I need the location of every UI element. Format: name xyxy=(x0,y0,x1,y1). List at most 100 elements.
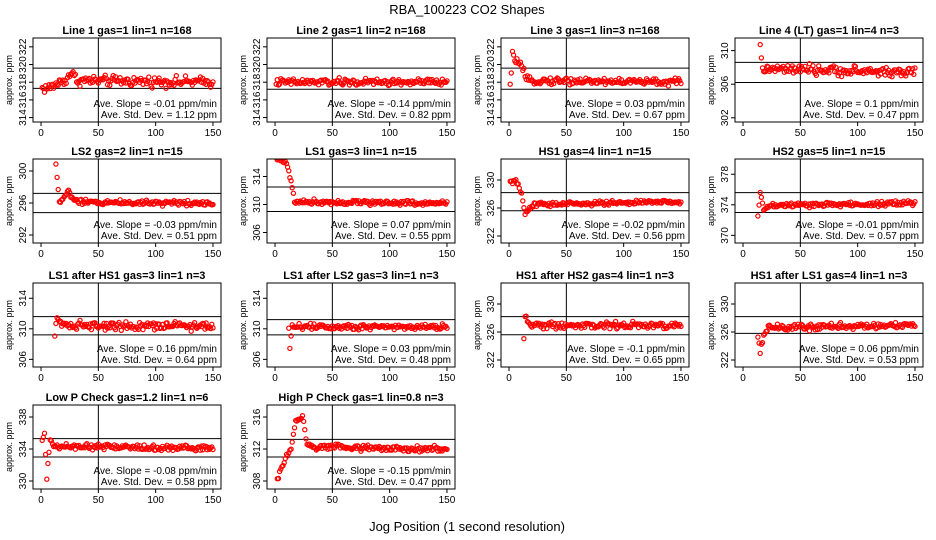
panel-14-points xyxy=(274,413,450,482)
panel-7-y-tick-label: 322 xyxy=(486,227,497,244)
panel-13-point xyxy=(45,460,51,467)
panel-8-point xyxy=(846,202,853,208)
panel-1-point xyxy=(44,86,50,92)
panel-12-point xyxy=(757,350,763,357)
panel-1-title: Line 1 gas=1 lin=1 n=168 xyxy=(62,25,191,37)
panel-12: HS1 after LS1 gas=4 lin=1 n=3 0 50 100 150 32… xyxy=(706,270,924,384)
panel-14-x-tick-label: 0 xyxy=(272,495,278,506)
panel-14-point xyxy=(301,418,307,425)
panel-3-point xyxy=(532,79,539,85)
panel-10-x-tick-label: 150 xyxy=(439,373,456,384)
panel-3-y-tick-label: 322 xyxy=(486,38,497,55)
panel-12-point xyxy=(845,324,852,330)
panel-12-point xyxy=(759,340,766,346)
panel-14: High P Check gas=1 lin=0.8 n=3 0 50 100 150 3… xyxy=(238,392,456,506)
panel-2-point xyxy=(290,76,297,82)
panel-5-y-axis-label: approx. ppm xyxy=(4,176,14,226)
panel-9-point xyxy=(101,320,107,326)
panel-5-x-tick-label: 150 xyxy=(205,249,222,260)
panel-1-points xyxy=(39,68,216,95)
panel-1-point xyxy=(182,73,189,79)
panel-10-x-axis: 0 50 100 150 xyxy=(272,366,456,384)
panel-10-title: LS1 after LS2 gas=3 lin=1 n=3 xyxy=(283,270,439,282)
panel-9-point xyxy=(100,323,106,329)
panel-13: Low P Check gas=1.2 lin=1 n=6 0 50 100 150 33… xyxy=(4,392,222,506)
panel-4-point xyxy=(758,55,765,61)
panel-2-y-axis-label: approx. ppm xyxy=(238,55,248,105)
panel-8-y-axis: 370 374 378 approx. ppm xyxy=(706,165,735,244)
panel-11-point xyxy=(521,336,527,342)
panel-3-point xyxy=(510,52,517,58)
panel-14-point xyxy=(291,425,298,431)
panel-4-y-axis: 302 306 310 approx. ppm xyxy=(706,42,735,126)
panel-13-point xyxy=(46,449,52,455)
panel-11: HS1 after HS2 gas=4 lin=1 n=3 0 50 100 150 32… xyxy=(472,270,690,384)
panel-5-point xyxy=(62,192,68,199)
panel-5-y-tick-label: 292 xyxy=(18,226,29,243)
panel-12-x-tick-label: 0 xyxy=(740,373,746,384)
panel-10-point xyxy=(444,325,450,331)
panel-1-x-tick-label: 100 xyxy=(147,128,164,139)
panel-6-x-tick-label: 100 xyxy=(381,249,398,260)
panel-5-x-axis: 0 50 100 150 xyxy=(38,242,222,260)
panel-14-y-axis: 308 312 316 approx. ppm xyxy=(238,408,267,489)
panel-4-y-axis-label: approx. ppm xyxy=(706,55,716,105)
panel-3-point xyxy=(677,78,683,84)
panel-13-point xyxy=(84,441,90,447)
panel-4-point xyxy=(763,68,769,74)
panel-14-point xyxy=(280,462,286,469)
panel-3-point xyxy=(665,83,672,89)
panel-3-point xyxy=(508,70,514,76)
panel-14-point xyxy=(288,446,294,452)
panel-2-point xyxy=(360,81,366,87)
panel-5-x-tick-label: 50 xyxy=(93,249,105,260)
panel-7-title: HS1 gas=4 lin=1 n=15 xyxy=(539,146,652,158)
panel-7-point xyxy=(518,190,525,196)
panel-13-x-tick-label: 50 xyxy=(93,495,105,506)
panel-12-y-tick-label: 330 xyxy=(720,295,731,312)
panel-14-point xyxy=(286,450,292,456)
panel-2-point xyxy=(276,81,283,87)
panel-8-slope-annotation: Ave. Slope = -0.01 ppm/min xyxy=(796,220,920,231)
panel-3-x-tick-label: 100 xyxy=(615,128,632,139)
panel-9-point xyxy=(52,333,58,339)
panel-9-y-tick-label: 314 xyxy=(18,289,29,306)
panel-12-x-axis: 0 50 100 150 xyxy=(740,366,924,384)
panel-1-point xyxy=(163,85,169,92)
panel-10-y-axis-label: approx. ppm xyxy=(238,300,248,350)
panel-10-point xyxy=(288,333,294,339)
panel-8-point xyxy=(912,198,918,205)
panel-2-point xyxy=(336,74,342,81)
panel-13-y-axis: 330 334 338 approx. ppm xyxy=(4,408,33,489)
panel-7-point xyxy=(520,198,526,204)
panel-2-y-tick-label: 322 xyxy=(252,38,263,55)
panel-12-x-tick-label: 100 xyxy=(849,373,866,384)
panel-3-y-tick-label: 316 xyxy=(486,91,497,108)
panel-12-slope-annotation: Ave. Slope = 0.06 ppm/min xyxy=(799,344,919,355)
panel-2-title: Line 2 gas=1 lin=2 n=168 xyxy=(296,25,425,37)
panel-3-point xyxy=(601,75,607,82)
panel-14-title: High P Check gas=1 lin=0.8 n=3 xyxy=(278,392,443,404)
panel-5-points xyxy=(53,161,216,209)
panel-12-point xyxy=(899,324,906,330)
panel-14-y-tick-label: 308 xyxy=(252,472,263,489)
panel-7-x-axis: 0 50 100 150 xyxy=(506,242,690,260)
panel-14-x-tick-label: 50 xyxy=(327,495,339,506)
panel-7-y-tick-label: 330 xyxy=(486,171,497,188)
panel-3-x-tick-label: 150 xyxy=(673,128,690,139)
panel-6-x-tick-label: 50 xyxy=(327,249,339,260)
panel-13-x-tick-label: 0 xyxy=(38,495,44,506)
panel-6-std-annotation: Ave. Std. Dev. = 0.55 ppm xyxy=(335,231,451,242)
panel-12-point xyxy=(755,334,761,340)
panel-2-x-tick-label: 0 xyxy=(272,128,278,139)
figure-x-axis-label: Jog Position (1 second resolution) xyxy=(369,519,565,534)
panel-3-y-axis-label: approx. ppm xyxy=(472,55,482,105)
panel-4-x-tick-label: 0 xyxy=(740,128,746,139)
panel-1-point xyxy=(71,72,78,79)
panel-6-point xyxy=(289,184,295,191)
panel-8-x-tick-label: 50 xyxy=(795,249,807,260)
panel-14-point xyxy=(303,436,309,442)
panel-13-std-annotation: Ave. Std. Dev. = 0.58 ppm xyxy=(101,477,217,488)
